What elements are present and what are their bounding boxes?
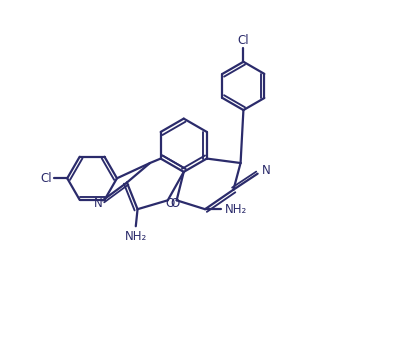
- Text: O: O: [165, 197, 174, 210]
- Text: Cl: Cl: [41, 172, 52, 185]
- Text: N: N: [262, 164, 271, 177]
- Text: O: O: [170, 197, 179, 210]
- Text: N: N: [94, 197, 103, 211]
- Text: Cl: Cl: [238, 34, 249, 47]
- Text: NH₂: NH₂: [125, 230, 147, 243]
- Text: NH₂: NH₂: [224, 203, 247, 216]
